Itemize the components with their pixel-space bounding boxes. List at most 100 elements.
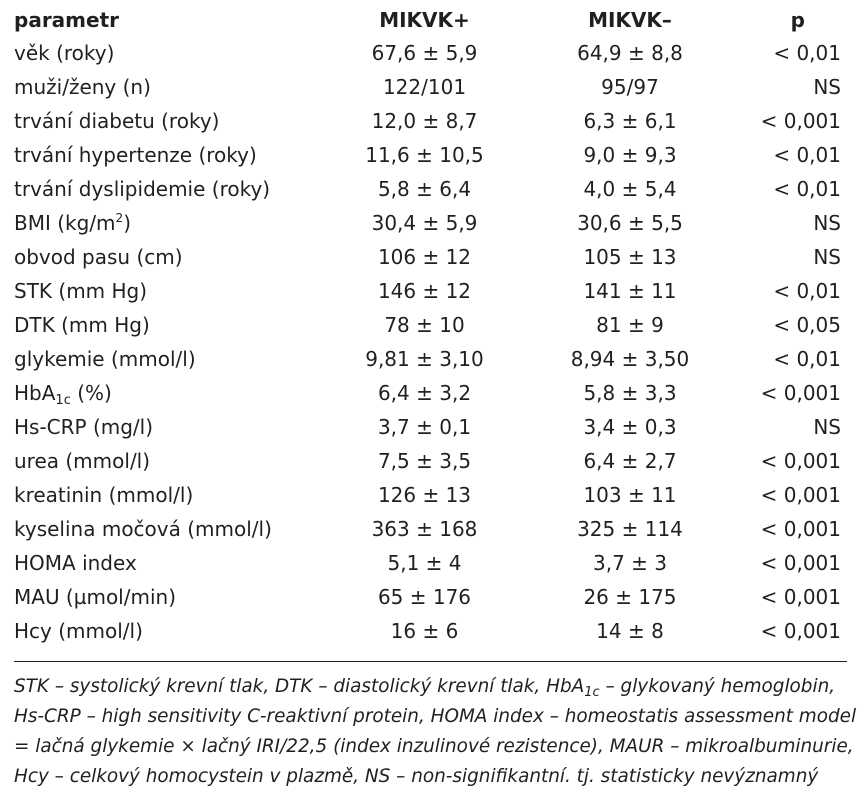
cell-mikvk-minus: 9,0 ± 9,3 xyxy=(583,143,677,167)
cell-mikvk-plus: 67,6 ± 5,9 xyxy=(371,41,478,65)
table-row: MAU (µmol/min) 65 ± 176 26 ± 175 < 0,001 xyxy=(14,580,847,614)
cell-mikvk-plus: 122/101 xyxy=(382,75,467,99)
cell-mikvk-plus: 7,5 ± 3,5 xyxy=(377,449,472,473)
table-row: BMI (kg/m2) 30,4 ± 5,9 30,6 ± 5,5 NS xyxy=(14,206,847,240)
table-row: muži/ženy (n) 122/101 95/97 NS xyxy=(14,70,847,104)
footnote-line-1: STK – systolický krevní tlak, DTK – dias… xyxy=(14,676,836,700)
cell-mikvk-plus: 126 ± 13 xyxy=(377,483,472,507)
table-row: věk (roky) 67,6 ± 5,9 64,9 ± 8,8 < 0,01 xyxy=(14,36,847,70)
cell-mikvk-plus: 3,7 ± 0,1 xyxy=(377,415,472,439)
cell-mikvk-plus: 78 ± 10 xyxy=(384,313,465,337)
cell-p-value: < 0,01 xyxy=(773,347,841,371)
table-row: HOMA index 5,1 ± 4 3,7 ± 3 < 0,001 xyxy=(14,546,847,580)
cell-parameter: muži/ženy (n) xyxy=(14,75,151,99)
cell-parameter: kreatinin (mmol/l) xyxy=(14,483,194,507)
cell-parameter: kyselina močová (mmol/l) xyxy=(14,517,272,541)
table-row: Hs-CRP (mg/l) 3,7 ± 0,1 3,4 ± 0,3 NS xyxy=(14,410,847,444)
cell-parameter: věk (roky) xyxy=(14,41,115,65)
cell-parameter: Hcy (mmol/l) xyxy=(14,619,143,643)
cell-mikvk-minus: 30,6 ± 5,5 xyxy=(577,211,683,235)
cell-parameter: trvání hypertenze (roky) xyxy=(14,143,257,167)
cell-mikvk-plus: 106 ± 12 xyxy=(377,245,472,269)
cell-mikvk-minus: 105 ± 13 xyxy=(583,245,677,269)
cell-parameter: obvod pasu (cm) xyxy=(14,245,183,269)
header-mikvk-plus: MIKVK+ xyxy=(379,7,470,32)
cell-mikvk-minus: 103 ± 11 xyxy=(583,483,677,507)
cell-p-value: < 0,001 xyxy=(760,381,841,405)
cell-mikvk-minus: 6,3 ± 6,1 xyxy=(583,109,677,133)
cell-p-value: NS xyxy=(813,415,841,439)
table-row: HbA1c (%) 6,4 ± 3,2 5,8 ± 3,3 < 0,001 xyxy=(14,376,847,410)
cell-p-value: < 0,001 xyxy=(760,449,841,473)
cell-mikvk-minus: 64,9 ± 8,8 xyxy=(577,41,683,65)
cell-mikvk-plus: 363 ± 168 xyxy=(371,517,478,541)
cell-parameter: glykemie (mmol/l) xyxy=(14,347,196,371)
footnote-line-3: = lačná glykemie × lačný IRI/22,5 (index… xyxy=(14,736,854,757)
table-row: kreatinin (mmol/l) 126 ± 13 103 ± 11 < 0,00… xyxy=(14,478,847,512)
cell-parameter: HOMA index xyxy=(14,551,137,575)
cell-p-value: NS xyxy=(813,75,841,99)
table-header-row: parametr MIKVK+ MIKVK– p xyxy=(14,3,847,36)
table-row: urea (mmol/l) 7,5 ± 3,5 6,4 ± 2,7 < 0,001 xyxy=(14,444,847,478)
cell-mikvk-plus: 5,1 ± 4 xyxy=(387,551,462,575)
table-row: trvání diabetu (roky) 12,0 ± 8,7 6,3 ± 6,1… xyxy=(14,104,847,138)
table-row: STK (mm Hg) 146 ± 12 141 ± 11 < 0,01 xyxy=(14,274,847,308)
document-page: parametr MIKVK+ MIKVK– p věk (roky) 67,6 … xyxy=(0,3,861,803)
cell-p-value: < 0,001 xyxy=(760,619,841,643)
cell-mikvk-minus: 8,94 ± 3,50 xyxy=(570,347,690,371)
results-table: parametr MIKVK+ MIKVK– p věk (roky) 67,6 … xyxy=(14,3,847,648)
cell-p-value: < 0,01 xyxy=(773,143,841,167)
cell-p-value: < 0,001 xyxy=(760,483,841,507)
cell-p-value: < 0,001 xyxy=(760,517,841,541)
cell-parameter: Hs-CRP (mg/l) xyxy=(14,415,154,439)
table-row: kyselina močová (mmol/l) 363 ± 168 325 ± 1… xyxy=(14,512,847,546)
cell-mikvk-minus: 6,4 ± 2,7 xyxy=(583,449,677,473)
table-row: Hcy (mmol/l) 16 ± 6 14 ± 8 < 0,001 xyxy=(14,614,847,648)
footnote-divider xyxy=(14,661,847,662)
cell-parameter: trvání dyslipidemie (roky) xyxy=(14,177,271,201)
cell-parameter: trvání diabetu (roky) xyxy=(14,109,220,133)
cell-mikvk-minus: 325 ± 114 xyxy=(577,517,683,541)
table-body: věk (roky) 67,6 ± 5,9 64,9 ± 8,8 < 0,01 muži… xyxy=(14,36,847,648)
cell-mikvk-plus: 9,81 ± 3,10 xyxy=(365,347,484,371)
table-footnote: STK – systolický krevní tlak, DTK – dias… xyxy=(14,672,857,792)
cell-parameter: HbA1c (%) xyxy=(14,381,112,408)
cell-p-value: < 0,01 xyxy=(773,177,841,201)
cell-mikvk-minus: 26 ± 175 xyxy=(583,585,677,609)
table-row: obvod pasu (cm) 106 ± 12 105 ± 13 NS xyxy=(14,240,847,274)
cell-p-value: NS xyxy=(813,245,841,269)
cell-parameter: DTK (mm Hg) xyxy=(14,313,150,337)
header-parametr: parametr xyxy=(14,7,119,32)
cell-mikvk-minus: 81 ± 9 xyxy=(596,313,664,337)
table-row: trvání hypertenze (roky) 11,6 ± 10,5 9,0 ±… xyxy=(14,138,847,172)
table-row: DTK (mm Hg) 78 ± 10 81 ± 9 < 0,05 xyxy=(14,308,847,342)
cell-mikvk-minus: 3,7 ± 3 xyxy=(592,551,667,575)
cell-mikvk-minus: 3,4 ± 0,3 xyxy=(583,415,677,439)
table-row: trvání dyslipidemie (roky) 5,8 ± 6,4 4,0 ±… xyxy=(14,172,847,206)
footnote-line-2: Hs-CRP – high sensitivity C-reaktivní pr… xyxy=(14,706,857,727)
cell-mikvk-minus: 5,8 ± 3,3 xyxy=(583,381,677,405)
cell-mikvk-minus: 14 ± 8 xyxy=(596,619,664,643)
header-p: p xyxy=(790,7,805,32)
cell-p-value: < 0,001 xyxy=(760,109,841,133)
cell-parameter: BMI (kg/m2) xyxy=(14,211,131,235)
cell-mikvk-plus: 146 ± 12 xyxy=(377,279,472,303)
cell-parameter: urea (mmol/l) xyxy=(14,449,151,473)
cell-parameter: STK (mm Hg) xyxy=(14,279,148,303)
cell-mikvk-plus: 30,4 ± 5,9 xyxy=(371,211,478,235)
cell-p-value: < 0,05 xyxy=(773,313,841,337)
cell-mikvk-plus: 12,0 ± 8,7 xyxy=(371,109,478,133)
table-row: glykemie (mmol/l) 9,81 ± 3,10 8,94 ± 3,50 <… xyxy=(14,342,847,376)
cell-p-value: < 0,001 xyxy=(760,551,841,575)
footnote-line-4: Hcy – celkový homocystein v plazmě, NS –… xyxy=(14,766,819,787)
header-mikvk-minus: MIKVK– xyxy=(588,7,672,32)
cell-p-value: < 0,01 xyxy=(773,279,841,303)
cell-mikvk-plus: 5,8 ± 6,4 xyxy=(377,177,472,201)
cell-mikvk-plus: 65 ± 176 xyxy=(377,585,472,609)
cell-mikvk-plus: 16 ± 6 xyxy=(390,619,459,643)
cell-mikvk-minus: 95/97 xyxy=(601,75,659,99)
cell-mikvk-plus: 11,6 ± 10,5 xyxy=(365,143,484,167)
cell-p-value: NS xyxy=(813,211,841,235)
cell-p-value: < 0,001 xyxy=(760,585,841,609)
cell-mikvk-minus: 141 ± 11 xyxy=(583,279,677,303)
